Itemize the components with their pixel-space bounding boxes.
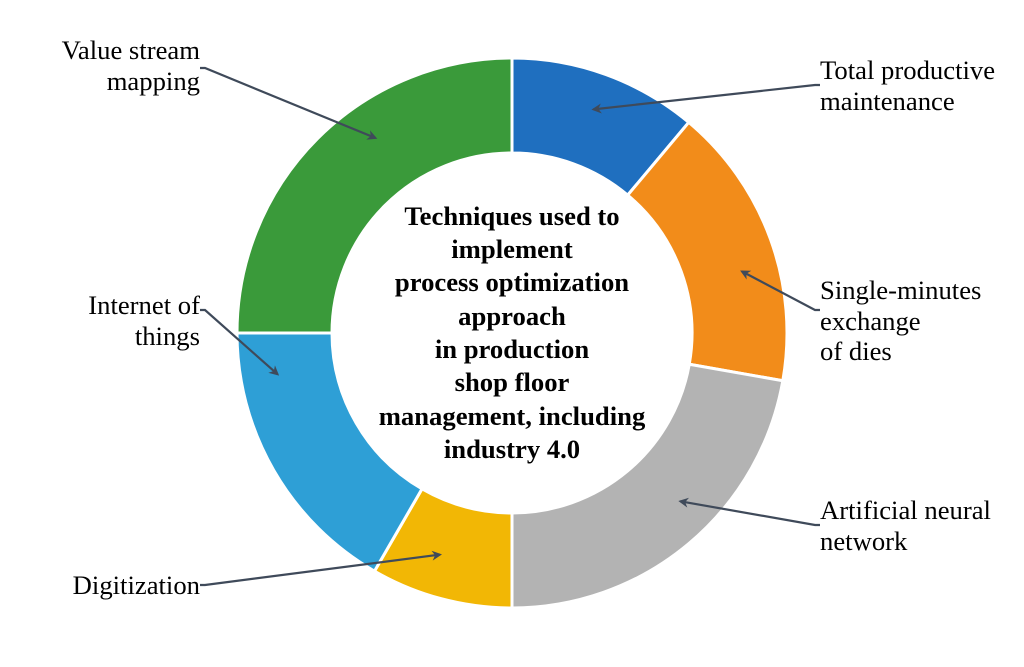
label-smed: Single-minutes exchange of dies	[820, 275, 1020, 367]
label-iot: Internet of things	[0, 290, 200, 351]
label-ann: Artificial neural network	[820, 495, 1020, 556]
label-tpm: Total productive maintenance	[820, 55, 1020, 116]
donut-chart-container: Techniques used to implement process opt…	[0, 0, 1024, 667]
center-title: Techniques used to implement process opt…	[347, 193, 677, 473]
label-digit: Digitization	[0, 570, 200, 601]
leader-vsm	[200, 68, 375, 138]
label-vsm: Value stream mapping	[0, 35, 200, 96]
